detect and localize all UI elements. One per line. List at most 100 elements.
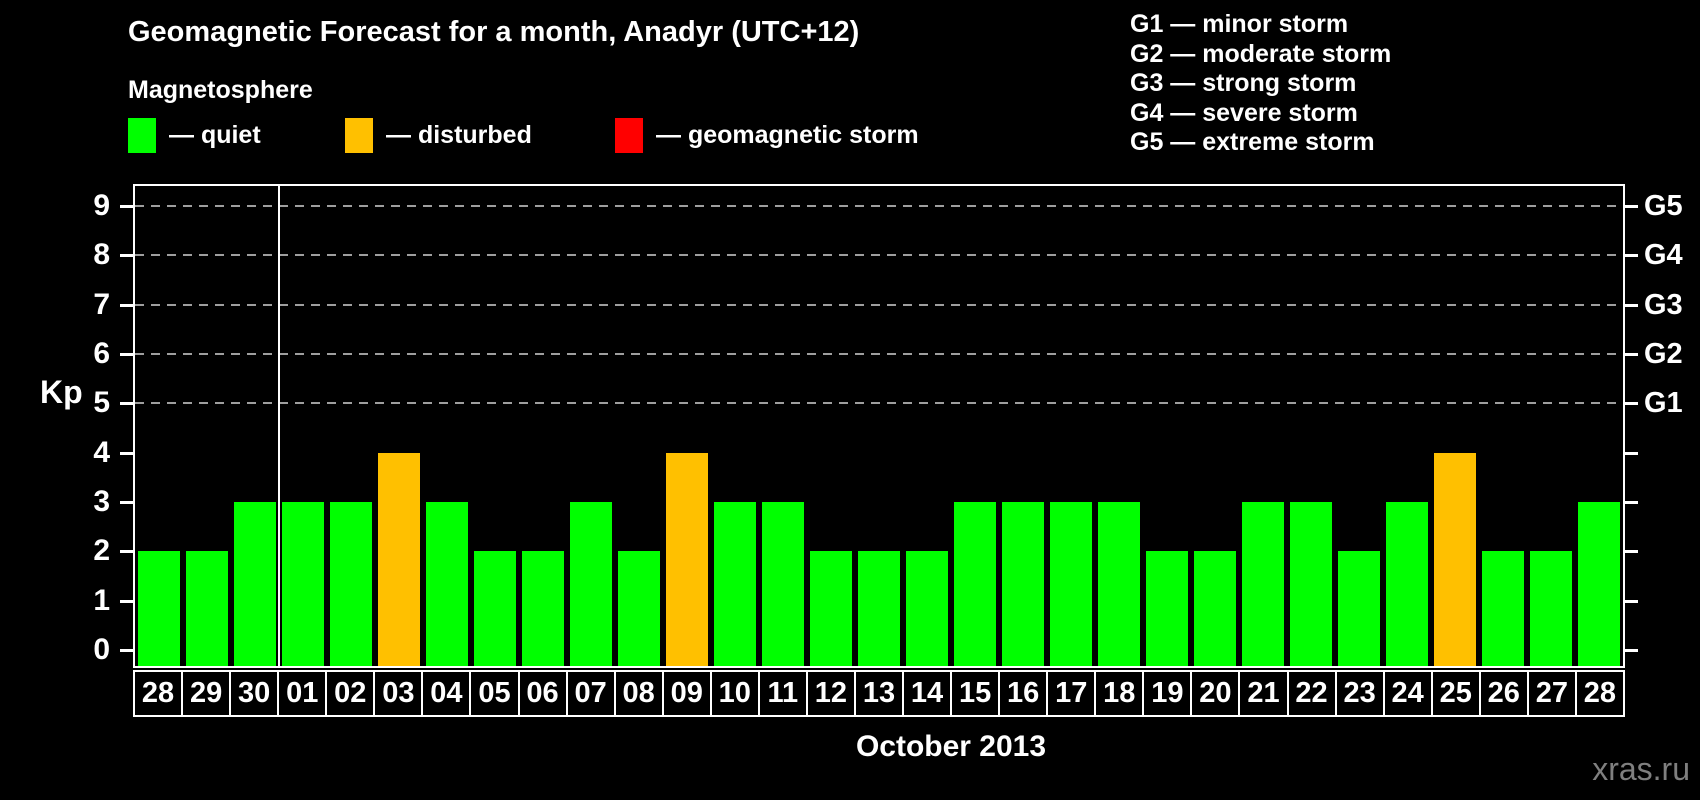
bar-12-day-10 <box>714 502 756 666</box>
right-tick-kp-8 <box>1625 254 1638 258</box>
y-tick-label-8: 8 <box>93 238 110 272</box>
date-label-11-09: 09 <box>661 670 712 717</box>
bar-17-day-15 <box>954 502 996 666</box>
right-tick-kp-9 <box>1625 205 1638 209</box>
y-tick-label-4: 4 <box>93 435 110 469</box>
date-label-21-19: 19 <box>1142 670 1193 717</box>
date-label-4-02: 02 <box>325 670 376 717</box>
y-axis-title: Kp <box>40 374 83 410</box>
y-tick-label-6: 6 <box>93 337 110 371</box>
bar-19-day-17 <box>1050 502 1092 666</box>
date-label-7-05: 05 <box>469 670 520 717</box>
y-tick-label-0: 0 <box>93 633 110 666</box>
right-tick-kp-3 <box>1625 501 1638 504</box>
bar-4-day-02 <box>330 502 372 666</box>
date-label-25-23: 23 <box>1334 670 1385 717</box>
date-label-16-14: 14 <box>902 670 953 717</box>
storm-color-swatch <box>615 118 643 153</box>
bar-11-day-09 <box>666 452 708 666</box>
bar-0-day-28 <box>138 551 180 666</box>
left-tick-kp-0 <box>120 649 133 652</box>
bar-3-day-01 <box>282 502 324 666</box>
gridline-kp-5 <box>135 402 1623 405</box>
watermark: xras.ru <box>1592 751 1690 787</box>
bar-26-day-24 <box>1386 502 1428 666</box>
date-label-15-13: 13 <box>853 670 904 717</box>
y-tick-label-7: 7 <box>93 287 110 321</box>
left-tick-kp-6 <box>120 353 133 357</box>
bar-14-day-12 <box>810 551 852 666</box>
storm-scale-line-g3: G3 — strong storm <box>1130 69 1357 97</box>
storm-scale-line-g1: G1 — minor storm <box>1130 10 1349 38</box>
right-tick-kp-1 <box>1625 599 1638 603</box>
right-tick-kp-4 <box>1625 451 1638 455</box>
right-tick-kp-0 <box>1625 649 1638 652</box>
date-label-6-04: 04 <box>421 670 472 717</box>
bar-6-day-04 <box>426 502 468 666</box>
date-label-20-18: 18 <box>1094 670 1145 717</box>
right-axis-label-g5: G5 <box>1644 190 1683 223</box>
quiet-color-swatch <box>128 118 156 153</box>
left-tick-kp-2 <box>120 550 133 554</box>
right-axis-label-g4: G4 <box>1644 239 1683 272</box>
legend-item-disturbed: — disturbed <box>345 118 532 153</box>
date-label-12-10: 10 <box>709 670 760 717</box>
gridline-kp-7 <box>135 303 1623 306</box>
bar-16-day-14 <box>906 551 948 666</box>
bar-10-day-08 <box>618 551 660 666</box>
left-tick-kp-3 <box>120 501 133 504</box>
bar-24-day-22 <box>1290 502 1332 666</box>
legend-item-label: — geomagnetic storm <box>656 121 919 149</box>
date-label-8-06: 06 <box>517 670 568 717</box>
right-axis-label-g3: G3 <box>1644 288 1683 321</box>
date-label-29-27: 27 <box>1526 670 1577 717</box>
date-label-24-22: 22 <box>1286 670 1337 717</box>
right-tick-kp-2 <box>1625 550 1638 554</box>
bar-9-day-07 <box>570 502 612 666</box>
left-tick-kp-8 <box>120 254 133 258</box>
date-label-14-12: 12 <box>805 670 856 717</box>
gridline-kp-9 <box>135 205 1623 208</box>
chart-title: Geomagnetic Forecast for a month, Anadyr… <box>128 16 860 48</box>
gridline-kp-8 <box>135 254 1623 257</box>
plot-area <box>133 184 1625 668</box>
bar-23-day-21 <box>1242 502 1284 666</box>
bar-5-day-03 <box>378 452 420 666</box>
right-tick-kp-7 <box>1625 303 1638 307</box>
date-label-27-25: 25 <box>1430 670 1481 717</box>
bar-2-day-30 <box>234 502 276 666</box>
x-axis-title: October 2013 <box>855 730 1047 763</box>
legend-item-label: — disturbed <box>386 121 532 149</box>
left-tick-kp-5 <box>120 402 133 406</box>
bar-15-day-13 <box>858 551 900 666</box>
legend-item-geomagnetic-storm: — geomagnetic storm <box>615 118 919 153</box>
right-tick-kp-6 <box>1625 353 1638 357</box>
storm-scale-line-g5: G5 — extreme storm <box>1130 128 1375 156</box>
y-tick-label-1: 1 <box>93 583 110 617</box>
date-label-19-17: 17 <box>1046 670 1097 717</box>
bar-13-day-11 <box>762 502 804 666</box>
right-tick-kp-5 <box>1625 402 1638 406</box>
bar-25-day-23 <box>1338 551 1380 666</box>
legend-item-label: — quiet <box>169 121 261 149</box>
date-label-17-15: 15 <box>950 670 1001 717</box>
date-label-13-11: 11 <box>757 670 808 717</box>
month-boundary-line <box>278 186 280 666</box>
y-tick-label-5: 5 <box>93 386 110 420</box>
storm-scale-line-g4: G4 — severe storm <box>1130 98 1358 127</box>
bar-21-day-19 <box>1146 551 1188 666</box>
y-tick-label-3: 3 <box>93 485 110 518</box>
bar-1-day-29 <box>186 551 228 666</box>
left-tick-kp-9 <box>120 205 133 209</box>
storm-scale-legend: G1 — minor storm G2 — moderate storm G3 … <box>1130 10 1391 158</box>
date-label-1-29: 29 <box>181 670 232 717</box>
date-label-2-30: 30 <box>229 670 280 717</box>
right-axis-label-g2: G2 <box>1644 338 1683 371</box>
gridline-kp-6 <box>135 353 1623 356</box>
bar-7-day-05 <box>474 551 516 666</box>
bar-20-day-18 <box>1098 502 1140 666</box>
y-tick-label-9: 9 <box>93 189 110 223</box>
left-tick-kp-7 <box>120 303 133 307</box>
bar-22-day-20 <box>1194 551 1236 666</box>
date-label-10-08: 08 <box>613 670 664 717</box>
